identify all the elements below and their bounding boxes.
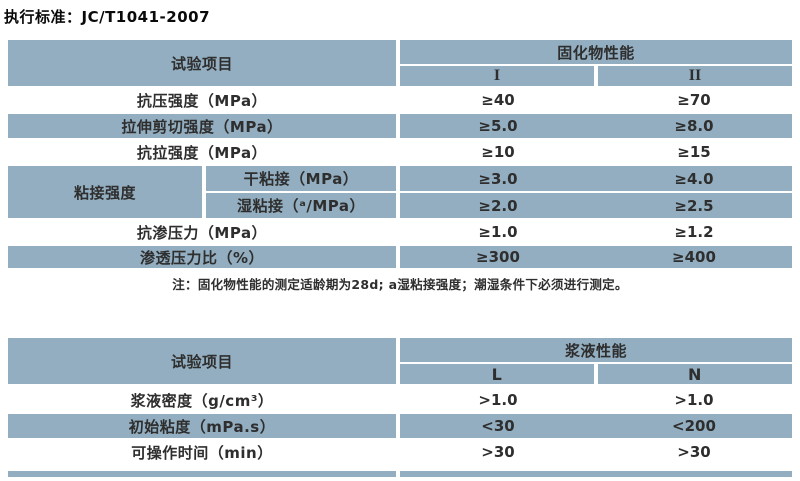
value-col1: >30 [481,443,515,461]
standard-title: 执行标准：JC/T1041-2007 [4,7,211,26]
clipped-row-right [400,471,792,477]
table1-header-group: 固化物性能 [400,40,792,64]
value-col2: ≥15 [677,143,711,161]
value-col1: >1.0 [478,391,518,409]
row-label: 拉伸剪切强度（MPa） [8,114,396,138]
table2-header-col2: N [598,364,792,384]
value-col2: ≥400 [672,248,716,266]
row-label: 抗压强度（MPa） [136,91,268,110]
table1-header-test-item: 试验项目 [8,40,396,86]
value-col2: ≥1.2 [674,223,714,241]
table1-footnote: 注：固化物性能的测定适龄期为28d; a湿粘接强度；潮湿条件下必须进行测定。 [172,276,628,292]
row-label: 浆液密度（g/cm³） [130,391,274,410]
table1-header-col2: II [598,66,792,86]
row-label: 初始粘度（mPa.s） [8,414,396,438]
row-values: >1.0 >1.0 [400,388,792,412]
value-col1: ≥40 [481,91,515,109]
row-label: 抗渗压力（MPa） [136,223,268,242]
value-col1: ≥3.0 [478,169,518,188]
row-label: 渗透压力比（%） [8,246,396,268]
row-values: ≥300 ≥400 [400,246,792,268]
value-col1: ≥300 [476,248,520,266]
value-col1: ≥10 [481,143,515,161]
row-values: ≥10 ≥15 [400,140,792,164]
clipped-row-left [8,471,396,477]
value-col2: ≥2.5 [674,196,714,215]
value-col1: ≥5.0 [478,117,518,135]
value-col1: <30 [481,417,515,435]
value-col1: ≥1.0 [478,223,518,241]
row-values: ≥3.0 ≥4.0 [400,166,792,191]
row-values: >30 >30 [400,440,792,464]
value-col2: <200 [672,417,716,435]
table2-header-test-item: 试验项目 [8,338,396,384]
row-values: ≥40 ≥70 [400,88,792,112]
value-col2: ≥4.0 [674,169,714,188]
table2-header-col1: L [400,364,594,384]
value-col2: >30 [677,443,711,461]
row-values: <30 <200 [400,414,792,438]
dry-bond-label: 干粘接（MPa） [206,166,396,191]
value-col1: ≥2.0 [478,196,518,215]
row-values: ≥5.0 ≥8.0 [400,114,792,138]
wet-bond-label: 湿粘接（ᵃ/MPa） [206,193,396,218]
value-col2: >1.0 [674,391,714,409]
value-col2: ≥8.0 [674,117,714,135]
row-label: 可操作时间（min） [131,443,273,462]
bond-group-label: 粘接强度 [8,166,202,218]
table1-header-col1: I [400,66,594,86]
row-label: 抗拉强度（MPa） [136,143,268,162]
value-col2: ≥70 [677,91,711,109]
row-values: ≥2.0 ≥2.5 [400,193,792,218]
row-values: ≥1.0 ≥1.2 [400,220,792,244]
table2-header-group: 浆液性能 [400,338,792,362]
